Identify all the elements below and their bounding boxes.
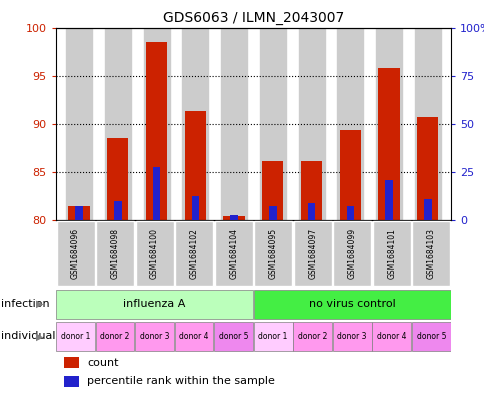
Title: GDS6063 / ILMN_2043007: GDS6063 / ILMN_2043007 — [163, 11, 343, 25]
Bar — [254, 221, 291, 286]
Bar — [269, 206, 276, 220]
Text: percentile rank within the sample: percentile rank within the sample — [87, 376, 275, 386]
Text: donor 4: donor 4 — [376, 332, 406, 341]
Text: donor 1: donor 1 — [60, 332, 90, 341]
Bar — [259, 28, 285, 220]
Bar — [375, 28, 401, 220]
Bar — [253, 322, 292, 351]
Bar — [114, 201, 121, 220]
Text: ▶: ▶ — [36, 331, 44, 342]
Bar — [293, 221, 331, 286]
Bar — [56, 322, 95, 351]
Bar — [378, 68, 399, 220]
Text: GSM1684095: GSM1684095 — [268, 228, 277, 279]
Bar — [372, 221, 410, 286]
Bar — [191, 196, 198, 220]
Text: donor 2: donor 2 — [100, 332, 130, 341]
Bar — [384, 180, 392, 220]
Text: donor 3: donor 3 — [139, 332, 169, 341]
Text: infection: infection — [1, 299, 50, 309]
Text: donor 2: donor 2 — [297, 332, 327, 341]
Bar — [414, 28, 440, 220]
Bar — [253, 290, 450, 319]
Bar — [75, 206, 83, 220]
Bar — [96, 221, 134, 286]
Text: GSM1684102: GSM1684102 — [189, 228, 198, 279]
Bar — [423, 199, 431, 220]
Bar — [184, 111, 206, 220]
Bar — [261, 162, 283, 220]
Bar — [146, 42, 167, 220]
Bar — [300, 162, 321, 220]
Text: GSM1684100: GSM1684100 — [150, 228, 159, 279]
Text: GSM1684099: GSM1684099 — [347, 228, 356, 279]
Bar — [336, 28, 363, 220]
Text: GSM1684096: GSM1684096 — [71, 228, 80, 279]
Bar — [339, 130, 360, 220]
Text: GSM1684103: GSM1684103 — [426, 228, 435, 279]
Text: influenza A: influenza A — [123, 299, 185, 309]
Text: individual: individual — [1, 331, 56, 342]
Bar — [293, 322, 332, 351]
Bar — [416, 117, 438, 220]
Bar — [221, 28, 246, 220]
Text: GSM1684101: GSM1684101 — [386, 228, 395, 279]
Text: GSM1684098: GSM1684098 — [110, 228, 120, 279]
Bar — [182, 28, 208, 220]
Bar — [333, 221, 370, 286]
Text: no virus control: no virus control — [308, 299, 395, 309]
Bar — [107, 138, 128, 220]
Bar — [136, 221, 173, 286]
Bar — [175, 221, 212, 286]
Bar — [63, 358, 79, 368]
Text: GSM1684104: GSM1684104 — [228, 228, 238, 279]
Bar — [411, 322, 450, 351]
Bar — [174, 322, 213, 351]
Bar — [307, 203, 315, 220]
Text: donor 5: donor 5 — [218, 332, 248, 341]
Bar — [298, 28, 324, 220]
Bar — [95, 322, 134, 351]
Bar — [411, 221, 449, 286]
Bar — [56, 290, 253, 319]
Bar — [57, 221, 94, 286]
Bar — [152, 167, 160, 220]
Text: GSM1684097: GSM1684097 — [307, 228, 317, 279]
Bar — [66, 28, 92, 220]
Text: count: count — [87, 358, 119, 368]
Text: donor 5: donor 5 — [416, 332, 445, 341]
Bar — [63, 376, 79, 387]
Text: donor 1: donor 1 — [258, 332, 287, 341]
Bar — [68, 206, 90, 220]
Bar — [214, 322, 253, 351]
Bar — [223, 216, 244, 220]
Bar — [143, 28, 169, 220]
Bar — [372, 322, 410, 351]
Bar — [214, 221, 252, 286]
Bar — [135, 322, 174, 351]
Text: ▶: ▶ — [36, 299, 44, 309]
Bar — [332, 322, 371, 351]
Bar — [230, 215, 237, 220]
Bar — [346, 206, 353, 220]
Bar — [105, 28, 131, 220]
Text: donor 3: donor 3 — [337, 332, 366, 341]
Text: donor 4: donor 4 — [179, 332, 209, 341]
